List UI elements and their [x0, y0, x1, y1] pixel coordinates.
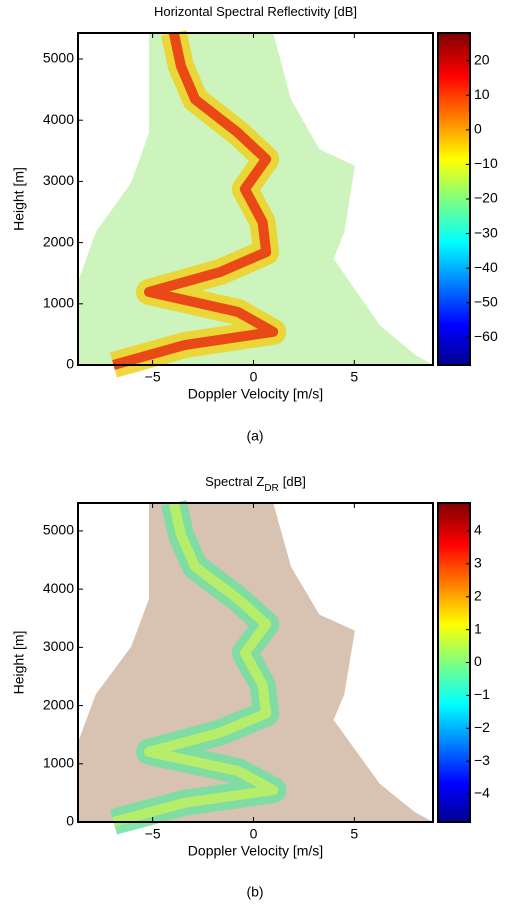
title-part: [dB] [283, 474, 306, 489]
y-tick-label: 5000 [43, 50, 74, 66]
chart: Horizontal Spectral Reflectivity [dB]−5 0… [11, 4, 498, 443]
colorbar-tick-label: −10 [474, 155, 498, 171]
colorbar-tick-label: 10 [474, 86, 490, 102]
x-axis-label: Doppler Velocity [m/s] [188, 843, 323, 859]
colorbar-tick-label: −4 [474, 785, 490, 801]
y-axis-label: Height [m] [11, 167, 27, 231]
y-tick-label: 2000 [43, 696, 74, 712]
x-axis-label: Doppler Velocity [m/s] [188, 386, 323, 402]
y-tick-label: 1000 [43, 754, 74, 770]
colorbar-tick-label: −3 [474, 752, 490, 768]
colorbar-tick-label: 1 [474, 620, 482, 636]
colorbar-tick-label: 2 [474, 587, 482, 603]
y-tick-label: 4000 [43, 580, 74, 596]
colorbar-tick-label: −30 [474, 224, 498, 240]
colorbar [437, 32, 471, 366]
spectral-core [112, 501, 279, 827]
y-tick-label: 0 [66, 813, 74, 829]
colorbar-tick-label: −20 [474, 190, 498, 206]
title-part: DR [264, 483, 278, 494]
colorbar-tick-label: −50 [474, 293, 498, 309]
title-part: Horizontal Spectral Reflectivity [dB] [154, 4, 357, 19]
colorbar [437, 502, 471, 823]
colorbar-tick-label: 20 [474, 51, 490, 67]
colorbar-tick-label: −60 [474, 328, 498, 344]
y-axis-label: Height [m] [11, 631, 27, 695]
x-tick-label: −5 [145, 826, 161, 842]
caption: (a) [246, 428, 263, 444]
x-tick-label: 5 [350, 826, 358, 842]
x-tick-label: −5 [145, 369, 161, 385]
chart-title: Horizontal Spectral Reflectivity [dB] [154, 4, 357, 19]
y-tick-label: 1000 [43, 295, 74, 311]
y-tick-label: 0 [66, 356, 74, 372]
y-tick-label: 3000 [43, 172, 74, 188]
chart-title: Spectral ZDR [dB] [205, 474, 306, 494]
colorbar-tick-label: 4 [474, 522, 482, 538]
y-tick-label: 3000 [43, 638, 74, 654]
x-tick-label: 0 [250, 369, 258, 385]
title-part: Spectral Z [205, 474, 264, 489]
colorbar-tick-label: −2 [474, 719, 490, 735]
colorbar-tick-label: 0 [474, 653, 482, 669]
y-tick-label: 5000 [43, 522, 74, 538]
caption: (b) [246, 884, 263, 900]
plot-frame [77, 502, 434, 823]
chart: Spectral ZDR [dB] −5 0 5 0 1000 2000 3000 4000 500… [11, 474, 490, 899]
colorbar-tick-label: −40 [474, 259, 498, 275]
colorbar-tick-label: −1 [474, 686, 490, 702]
x-tick-label: 0 [250, 826, 258, 842]
y-tick-label: 2000 [43, 233, 74, 249]
spectral-core [112, 31, 279, 370]
y-tick-label: 4000 [43, 111, 74, 127]
colorbar-tick-label: 0 [474, 121, 482, 137]
plot-frame [77, 32, 434, 366]
x-tick-label: 5 [350, 369, 358, 385]
colorbar-tick-label: 3 [474, 555, 482, 571]
